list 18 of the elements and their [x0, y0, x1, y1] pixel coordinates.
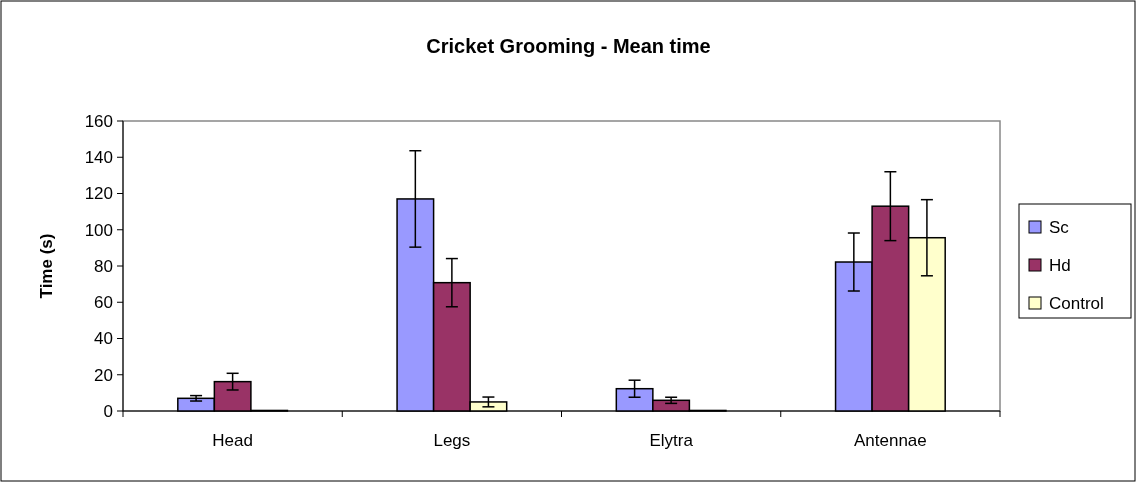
y-axis-title: Time (s): [37, 233, 56, 299]
y-tick-label: 100: [84, 220, 113, 240]
x-tick-label: Legs: [433, 431, 471, 450]
chart-title: Cricket Grooming - Mean time: [426, 35, 711, 57]
legend-label: Control: [1049, 293, 1104, 313]
y-tick-label: 160: [84, 111, 113, 131]
y-tick-label: 20: [94, 365, 113, 385]
legend-label: Hd: [1049, 255, 1071, 275]
y-tick-label: 80: [94, 256, 113, 276]
y-tick-label: 0: [103, 401, 113, 421]
y-tick-label: 140: [84, 148, 113, 168]
x-tick-label: Head: [212, 431, 253, 450]
y-tick-label: 60: [94, 293, 113, 313]
x-tick-label: Antennae: [853, 431, 927, 450]
x-tick-label: Elytra: [649, 431, 694, 450]
y-tick-label: 120: [84, 184, 113, 204]
legend-label: Sc: [1049, 217, 1070, 237]
y-tick-label: 40: [94, 329, 113, 349]
